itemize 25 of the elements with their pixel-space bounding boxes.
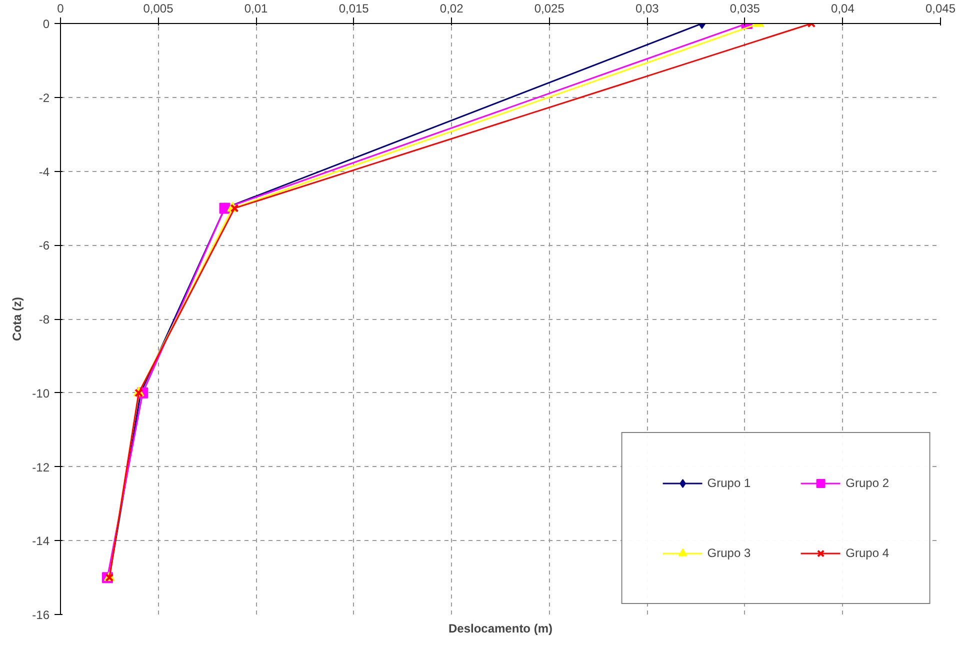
x-axis-title: Deslocamento (m) [448, 622, 553, 636]
x-tick-label: 0,015 [338, 2, 370, 16]
y-tick-label: -8 [38, 312, 50, 326]
y-tick-label: -10 [32, 386, 50, 400]
y-tick-label: -12 [32, 460, 50, 474]
y-tick-label: 0 [42, 17, 50, 31]
x-tick-label: 0,045 [925, 2, 956, 16]
x-tick-label: 0,035 [730, 2, 760, 16]
y-axis-title: Cota (z) [10, 296, 24, 341]
y-tick-label: -6 [38, 238, 50, 253]
legend-label: Grupo 2 [846, 476, 889, 490]
x-tick-label: 0,03 [635, 2, 660, 16]
x-tick-label: 0,01 [244, 2, 268, 16]
y-tick-label: -4 [38, 164, 50, 179]
legend-label: Grupo 3 [707, 546, 751, 560]
y-tick-label: -2 [38, 90, 50, 105]
x-tick-label: 0 [57, 2, 64, 16]
x-tick-label: 0,04 [831, 2, 855, 16]
legend-label: Grupo 1 [707, 476, 751, 490]
y-tick-label: -14 [32, 534, 50, 548]
y-tick-label: -16 [32, 608, 50, 622]
x-tick-label: 0,025 [534, 2, 565, 16]
x-tick-label: 0,02 [440, 2, 464, 16]
x-tick-label: 0,005 [143, 2, 174, 16]
legend-label: Grupo 4 [846, 546, 889, 560]
